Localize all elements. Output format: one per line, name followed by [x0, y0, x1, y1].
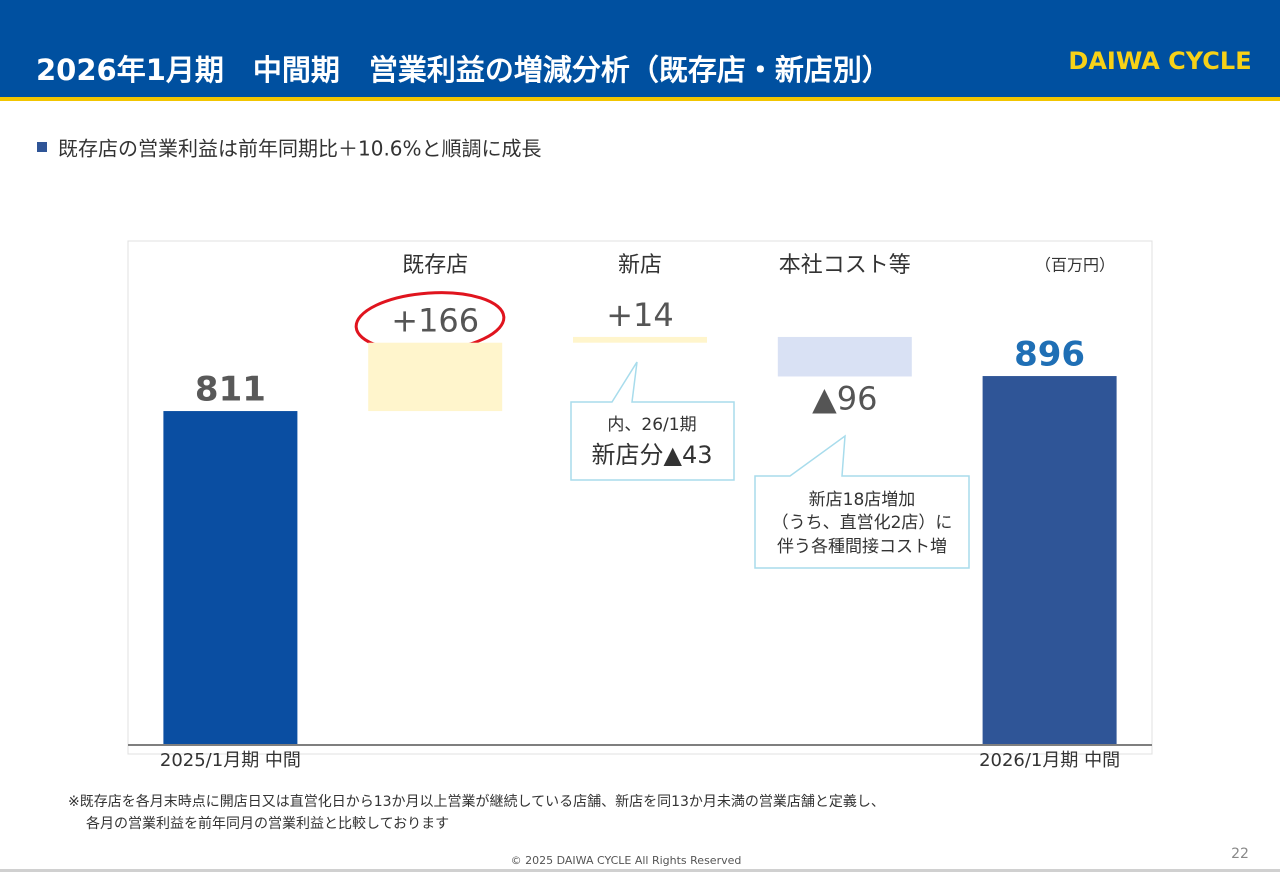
- bar: [163, 411, 298, 745]
- bar: [982, 376, 1117, 745]
- page-number: 22: [1231, 846, 1249, 862]
- header-stripe: [0, 97, 1280, 101]
- logo: DAIWA CYCLE: [1068, 47, 1251, 75]
- x-tick-label: 2026/1月期 中間: [979, 750, 1120, 771]
- annotation: 伴う各種間接コスト増: [777, 537, 947, 557]
- value-label: +166: [391, 302, 479, 340]
- category-label: 既存店: [402, 253, 468, 278]
- annotation: 新店分▲43: [592, 441, 713, 469]
- footer-line: [0, 869, 1280, 872]
- bar: [573, 336, 707, 343]
- value-label: +14: [606, 296, 674, 334]
- x-tick-label: 2025/1月期 中間: [160, 750, 301, 771]
- category-label: 新店: [618, 253, 662, 278]
- annotation: 内、26/1期: [607, 415, 696, 435]
- bullet-icon: [37, 142, 47, 152]
- footnote: ※既存店を各月末時点に開店日又は直営化日から13か月以上営業が継続している店舗、…: [68, 793, 885, 810]
- annotation: （うち、直営化2店）に: [772, 513, 953, 533]
- callout: [570, 361, 735, 481]
- plot-frame: [127, 240, 1153, 755]
- copyright: © 2025 DAIWA CYCLE All Rights Reserved: [511, 854, 742, 867]
- value-label: ▲96: [812, 379, 877, 417]
- value-label: 811: [195, 370, 266, 410]
- annotation: 新店18店増加: [809, 490, 916, 510]
- bar: [777, 336, 912, 377]
- unit-label: （百万円）: [1035, 256, 1115, 275]
- header-bar: [0, 0, 1280, 97]
- title: 2026年1月期 中間期 営業利益の増減分析（既存店・新店別）: [36, 53, 891, 87]
- bullet-text: 既存店の営業利益は前年同期比＋10.6%と順調に成長: [58, 137, 542, 161]
- value-label: 896: [1014, 335, 1085, 375]
- footnote: 各月の営業利益を前年同月の営業利益と比較しております: [86, 815, 449, 832]
- category-label: 本社コスト等: [779, 253, 911, 278]
- callout: [754, 434, 970, 569]
- bar: [368, 342, 503, 412]
